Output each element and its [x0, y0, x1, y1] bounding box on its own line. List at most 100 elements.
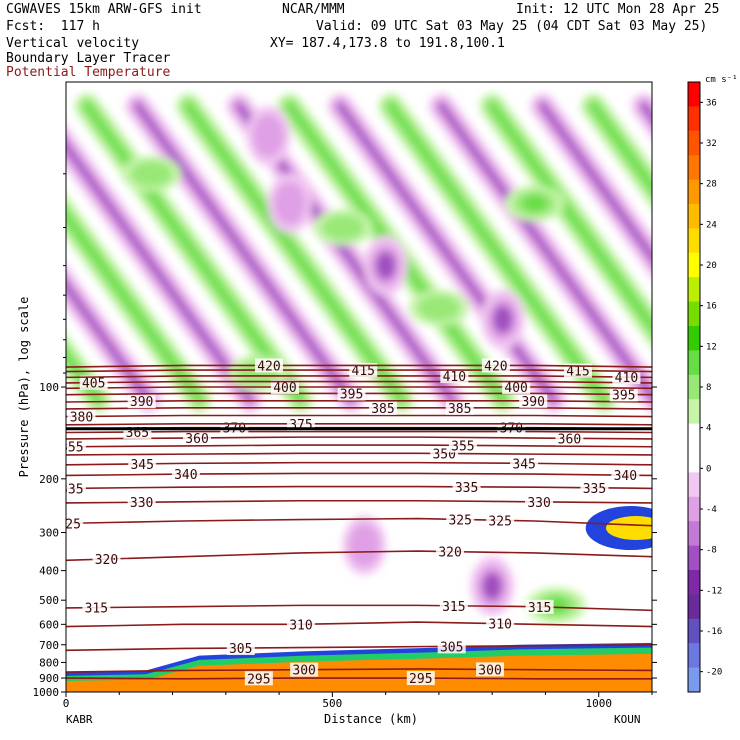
y-tick-label: 300	[39, 527, 59, 540]
x-axis-label: Distance (km)	[324, 712, 418, 726]
y-axis-label: Pressure (hPa), log scale	[17, 297, 31, 478]
theta-label-bg	[226, 641, 255, 656]
theta-label-bg	[368, 400, 397, 415]
colorbar-swatch	[688, 643, 700, 669]
theta-label: 385	[448, 402, 471, 417]
downdraft-band	[437, 102, 652, 403]
theta-contour-420	[66, 364, 652, 368]
theta-label-bg	[510, 456, 539, 471]
header-valid: Valid: 09 UTC Sat 03 May 25 (04 CDT Sat …	[316, 19, 708, 34]
theta-contour-300	[66, 668, 652, 673]
theta-label: 345	[512, 457, 535, 472]
pbl-elevated-core	[606, 516, 652, 541]
theta-label: 295	[247, 672, 270, 687]
theta-contour-405	[66, 380, 652, 384]
theta-label-bg	[525, 599, 554, 614]
colorbar-units: cm s⁻¹	[705, 75, 738, 85]
x-tick-label: 0	[63, 697, 70, 710]
y-tick-label: 500	[39, 594, 59, 607]
y-tick-label: 900	[39, 672, 59, 685]
theta-contour-320	[66, 550, 652, 562]
header-field-potential-temperature: Potential Temperature	[6, 65, 171, 80]
colorbar-label: -16	[706, 627, 722, 637]
theta-label: 380	[70, 410, 93, 425]
colorbar-swatch	[688, 252, 700, 278]
theta-label-bg	[437, 639, 466, 654]
colorbar-label: 4	[706, 424, 711, 434]
colorbar-swatch	[688, 106, 700, 132]
theta-label-bg	[290, 662, 319, 677]
colorbar-swatch	[688, 423, 700, 449]
theta-label: 400	[504, 381, 527, 396]
colorbar-swatch	[688, 618, 700, 644]
updraft-band	[184, 102, 406, 404]
theta-label-bg	[79, 375, 108, 390]
colorbar-swatch	[688, 570, 700, 595]
updraft-band	[488, 102, 652, 334]
y-tick-label: 200	[39, 473, 59, 486]
downdraft-band	[66, 279, 153, 404]
theta-label: 295	[409, 672, 432, 687]
colorbar-swatch	[688, 374, 700, 400]
colorbar-label: 36	[706, 98, 717, 108]
theta-label-bg	[452, 479, 481, 494]
theta-contour-305	[66, 643, 652, 652]
theta-label-bg	[286, 617, 315, 632]
theta-label: 390	[130, 395, 153, 410]
colorbar-swatch	[688, 82, 700, 107]
theta-label-bg	[127, 394, 156, 409]
theta-label: 310	[488, 618, 511, 633]
theta-label-bg	[440, 368, 469, 383]
theta-label-bg	[244, 671, 273, 686]
x-tick-label: 1000	[585, 697, 612, 710]
colorbar-swatch	[688, 179, 700, 205]
theta-label-bg	[563, 363, 592, 378]
theta-label: 340	[174, 468, 197, 483]
downdraft-band	[66, 139, 254, 404]
updraft-cell	[130, 160, 173, 187]
theta-label: 360	[185, 432, 208, 447]
theta-label-bg	[92, 552, 121, 567]
theta-label: 340	[614, 469, 637, 484]
theta-label-bg	[446, 512, 475, 527]
theta-label-bg	[439, 598, 468, 613]
colorbar-label: -20	[706, 668, 722, 678]
theta-label: 420	[257, 359, 280, 374]
theta-label-bg	[66, 439, 86, 454]
theta-contour-345	[66, 461, 652, 466]
downdraft-cell	[492, 305, 513, 334]
theta-label: 420	[484, 359, 507, 374]
colorbar-label: 20	[706, 261, 717, 271]
theta-label-bg	[481, 358, 510, 373]
theta-label: 320	[438, 546, 461, 561]
colorbar-label: 0	[706, 464, 711, 474]
theta-label: 335	[583, 482, 606, 497]
colorbar-swatch	[688, 277, 700, 303]
colorbar-label: 24	[706, 220, 717, 230]
theta-contour-375	[66, 422, 652, 426]
downdraft-band	[133, 102, 356, 404]
theta-contour-295	[66, 677, 652, 680]
theta-label: 305	[229, 642, 252, 657]
theta-label: 375	[289, 418, 312, 433]
theta-label: 415	[352, 364, 375, 379]
theta-label-bg	[436, 544, 465, 559]
updraft-band	[66, 209, 204, 404]
theta-label-bg	[67, 409, 96, 424]
colorbar-swatch	[688, 130, 700, 156]
theta-contour-355	[66, 444, 652, 448]
colorbar-label: 16	[706, 302, 717, 312]
theta-label-bg	[183, 430, 212, 445]
theta-contour-390	[66, 400, 652, 403]
theta-contour-330	[66, 499, 652, 504]
theta-label: 315	[442, 600, 465, 615]
downdraft-band	[336, 102, 558, 404]
theta-label-bg	[502, 380, 531, 394]
theta-label-bg	[476, 662, 505, 677]
header-fcst: Fcst: 117 h	[6, 19, 100, 34]
colorbar-label: -4	[706, 505, 717, 515]
theta-label: 310	[289, 618, 312, 633]
colorbar-swatch	[688, 399, 700, 425]
theta-label: 345	[130, 458, 153, 473]
